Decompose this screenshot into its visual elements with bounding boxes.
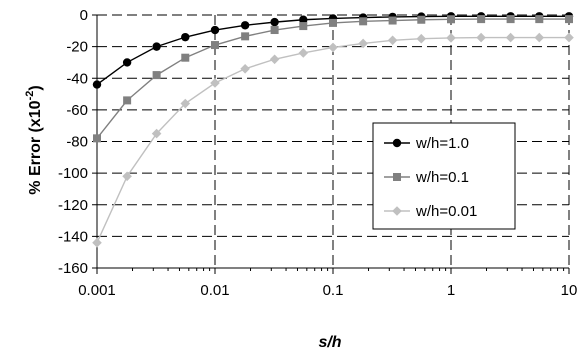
data-point (299, 22, 308, 31)
data-point (180, 98, 191, 109)
data-point (416, 33, 427, 44)
x-tick-label: 0.1 (323, 282, 344, 299)
data-point (92, 237, 102, 248)
data-point (122, 171, 132, 182)
data-point (476, 32, 486, 43)
data-point (359, 17, 368, 26)
data-point (447, 15, 455, 24)
tick-labels: 0 -20 -40 -60 -80 -100 -120 -140 -160 0.001 0.01 0.… (58, 7, 577, 299)
data-point (123, 96, 132, 105)
legend-item: w/h=1.0 (384, 135, 469, 152)
x-tick-label: 0.001 (78, 282, 116, 299)
y-tick-label: -60 (66, 102, 88, 119)
legend-label: w/h=0.1 (415, 169, 469, 186)
data-point (358, 38, 368, 49)
legend-label: w/h=1.0 (415, 135, 469, 152)
series-2 (93, 15, 573, 143)
y-axis-title: % Error (x10-2) (24, 85, 44, 194)
x-axis-title: s/h (318, 334, 341, 351)
y-tick-label: -80 (66, 134, 88, 151)
data-point (298, 48, 309, 58)
data-point (477, 15, 486, 24)
data-point (505, 32, 516, 43)
legend-item: w/h=0.1 (384, 169, 469, 186)
data-point (152, 42, 161, 51)
data-point (241, 32, 250, 41)
plot-series (92, 12, 574, 248)
y-tick-label: -160 (58, 260, 88, 277)
legend-marker (392, 138, 402, 148)
x-tick-label: 10 (561, 282, 578, 299)
data-point (269, 54, 280, 65)
y-tick-label: -100 (58, 165, 88, 182)
y-tick-label: -120 (58, 197, 88, 214)
data-point (152, 71, 161, 80)
y-tick-label: -140 (58, 228, 88, 245)
x-tick-label: 1 (447, 282, 455, 299)
data-point (240, 21, 250, 30)
data-point (446, 33, 456, 43)
legend-label: w/h=0.01 (415, 203, 477, 220)
data-point (92, 80, 102, 89)
legend-marker (392, 206, 402, 216)
legend-marker (393, 173, 401, 181)
data-point (93, 134, 101, 143)
data-point (387, 35, 398, 46)
data-point (240, 63, 250, 74)
legend-item: w/h=0.01 (384, 203, 477, 220)
data-point (270, 26, 279, 35)
y-tick-label: -20 (66, 39, 88, 56)
data-point (299, 15, 308, 24)
legend: w/h=1.0 w/h=0.1 w/h=0.01 (372, 122, 516, 230)
data-point (417, 15, 426, 24)
data-point (534, 32, 545, 43)
y-tick-label: 0 (80, 7, 88, 24)
y-tick-label: -40 (66, 70, 88, 87)
data-point (506, 15, 515, 24)
data-point (329, 18, 337, 27)
data-point (210, 25, 220, 35)
x-tick-label: 0.01 (200, 282, 229, 299)
data-point (122, 58, 132, 67)
data-point (564, 32, 574, 43)
data-point (270, 17, 279, 27)
series-3 (92, 32, 574, 248)
data-point (328, 42, 338, 53)
data-point (181, 53, 190, 62)
data-point (210, 78, 220, 88)
data-point (181, 32, 190, 42)
data-point (211, 41, 219, 50)
data-point (535, 15, 544, 24)
data-point (388, 16, 397, 25)
data-point (151, 128, 162, 139)
data-point (565, 15, 573, 24)
